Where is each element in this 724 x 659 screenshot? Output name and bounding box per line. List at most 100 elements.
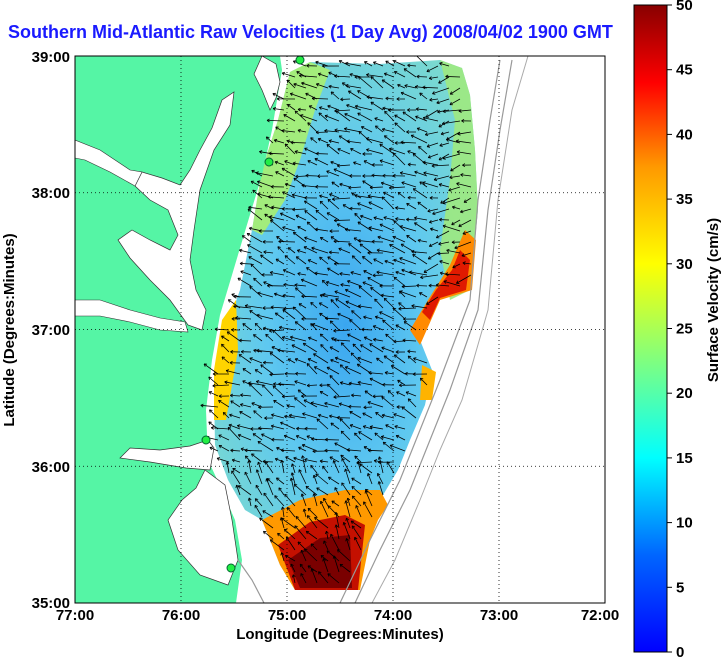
- velocity-arrow: [439, 260, 450, 265]
- velocity-arrowhead: [264, 213, 268, 218]
- velocity-arrowhead: [385, 96, 389, 101]
- velocity-arrowhead: [362, 281, 366, 285]
- velocity-arrowhead: [340, 97, 344, 102]
- velocity-arrowhead: [341, 482, 345, 486]
- velocity-arrowhead: [340, 283, 344, 287]
- velocity-arrowhead: [307, 159, 311, 164]
- radar-site-marker: [295, 56, 305, 65]
- velocity-arrow: [374, 117, 384, 122]
- velocity-arrow: [375, 125, 384, 133]
- velocity-arrow: [385, 97, 395, 100]
- velocity-arrow: [378, 456, 384, 474]
- velocity-arrow: [253, 410, 263, 419]
- velocity-arrowhead: [242, 323, 246, 327]
- velocity-arrow: [329, 375, 340, 386]
- velocity-arrow: [327, 573, 340, 584]
- velocity-arrowhead: [293, 483, 298, 488]
- velocity-arrow: [341, 458, 351, 474]
- velocity-arrowhead: [344, 288, 349, 293]
- velocity-arrowhead: [274, 160, 279, 165]
- velocity-arrow: [249, 357, 263, 364]
- velocity-arrow: [337, 549, 351, 562]
- velocity-arrow: [250, 180, 263, 188]
- velocity-arrow: [385, 60, 395, 67]
- isobath-line: [371, 56, 529, 603]
- velocity-arrowhead: [218, 399, 222, 404]
- velocity-arrowhead: [319, 256, 323, 261]
- velocity-arrow: [341, 482, 351, 496]
- velocity-arrowhead: [233, 304, 237, 309]
- velocity-arrowhead: [336, 415, 340, 420]
- velocity-arrowhead: [344, 366, 349, 370]
- velocity-arrowhead: [295, 435, 300, 439]
- velocity-arrow: [307, 565, 318, 573]
- velocity-arrow: [304, 459, 318, 463]
- velocity-arrow: [357, 112, 373, 122]
- velocity-arrowhead: [319, 200, 324, 205]
- velocity-arrow: [334, 129, 351, 133]
- velocity-arrow: [286, 507, 296, 518]
- velocity-arrowhead: [229, 360, 233, 365]
- velocity-arrowhead: [249, 357, 253, 361]
- velocity-arrowhead: [360, 214, 364, 219]
- velocity-arrow: [381, 347, 395, 353]
- velocity-arrowhead: [343, 127, 348, 131]
- colorbar-tick-label: 30: [676, 256, 693, 273]
- velocity-arrowhead: [354, 455, 358, 460]
- velocity-arrow: [437, 252, 450, 254]
- velocity-arrow: [460, 174, 472, 177]
- velocity-arrow: [382, 319, 395, 331]
- velocity-arrow: [349, 424, 362, 430]
- velocity-arrow: [242, 235, 252, 243]
- velocity-arrowhead: [428, 76, 433, 80]
- velocity-arrow: [302, 455, 307, 474]
- velocity-arrow: [357, 240, 373, 243]
- velocity-arrow: [335, 298, 351, 309]
- velocity-arrowhead: [302, 342, 307, 347]
- velocity-arrowhead: [296, 249, 301, 253]
- velocity-arrowhead: [439, 143, 443, 147]
- velocity-arrow: [440, 131, 450, 135]
- velocity-arrowhead: [390, 365, 395, 369]
- colorbar-tick-label: 40: [676, 126, 693, 143]
- velocity-arrow: [300, 114, 318, 122]
- velocity-arrowhead: [290, 563, 294, 568]
- velocity-arrow: [230, 400, 241, 408]
- velocity-arrow: [242, 368, 252, 375]
- velocity-arrow: [458, 109, 472, 112]
- velocity-arrowhead: [338, 247, 342, 252]
- velocity-arrowhead: [357, 380, 361, 385]
- velocity-arrowhead: [340, 454, 344, 459]
- velocity-arrowhead: [283, 434, 288, 439]
- velocity-arrowhead: [373, 216, 377, 220]
- velocity-arrowhead: [270, 219, 274, 223]
- velocity-arrow: [245, 455, 252, 463]
- velocity-arrowhead: [232, 467, 236, 472]
- velocity-arrow: [301, 184, 318, 188]
- velocity-arrow: [398, 307, 417, 310]
- velocity-arrowhead: [262, 510, 266, 514]
- velocity-arrowhead: [221, 356, 226, 360]
- velocity-arrow: [420, 274, 439, 278]
- velocity-arrowhead: [380, 435, 385, 439]
- velocity-arrowhead: [339, 272, 343, 276]
- velocity-arrowhead: [334, 356, 339, 361]
- velocity-arrow: [363, 501, 373, 518]
- velocity-arrowhead: [328, 139, 332, 143]
- velocity-arrow: [403, 68, 417, 78]
- velocity-arrowhead: [397, 83, 401, 88]
- velocity-arrowhead: [345, 83, 349, 88]
- velocity-arrow: [355, 505, 362, 518]
- velocity-arrowhead: [407, 150, 411, 154]
- velocity-arrowhead: [248, 256, 252, 260]
- velocity-arrow: [378, 481, 384, 496]
- velocity-arrow: [249, 310, 263, 320]
- velocity-arrowhead: [280, 459, 284, 464]
- velocity-arrow: [318, 571, 329, 584]
- velocity-arrow: [360, 344, 373, 353]
- velocity-arrowhead: [420, 275, 424, 280]
- velocity-arrowhead: [438, 183, 443, 187]
- velocity-arrow: [354, 432, 362, 441]
- velocity-arrow: [318, 414, 329, 419]
- velocity-arrow: [248, 460, 252, 474]
